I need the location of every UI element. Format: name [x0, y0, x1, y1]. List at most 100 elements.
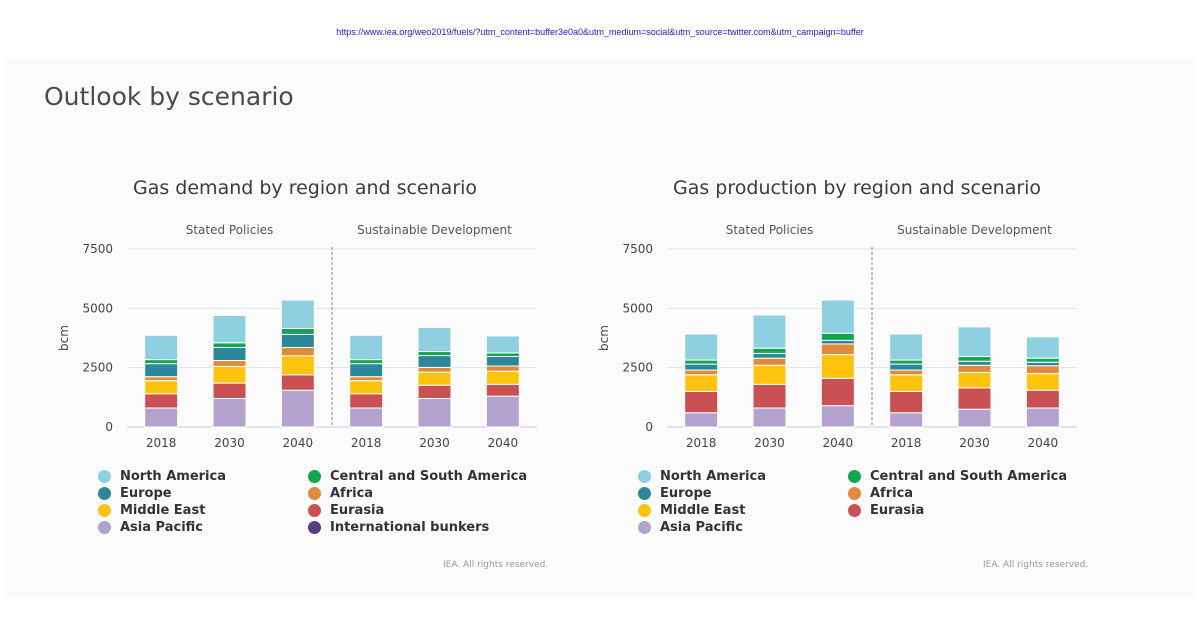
x-tick-label: 2040 [488, 436, 519, 450]
gas-demand-chart: Gas demand by region and scenario 0 2500 5… [40, 160, 580, 580]
page-title: Outlook by scenario [44, 82, 294, 111]
legend-item-africa[interactable]: Africa [308, 485, 373, 502]
legend-item-middle-east[interactable]: Middle East [638, 502, 745, 519]
legend-item-north-america[interactable]: North America [638, 468, 766, 485]
legend-swatch [638, 470, 651, 483]
bar-segment-europe [144, 363, 179, 378]
bar-segment-middle-east [280, 355, 315, 376]
legend-item-eurasia[interactable]: Eurasia [308, 502, 384, 519]
bar-segment-north-america [820, 299, 855, 334]
bar-segment-north-america [752, 314, 787, 349]
bar-segment-middle-east [889, 374, 924, 392]
chart-title: Gas demand by region and scenario [133, 177, 478, 199]
legend-item-north-america[interactable]: North America [98, 468, 226, 485]
bar-segment-africa [212, 360, 247, 367]
bar-segment-international-bunkers [485, 334, 520, 337]
x-tick-label: 2018 [891, 436, 922, 450]
x-tick-label: 2018 [146, 436, 177, 450]
chart-credit: IEA. All rights reserved. [443, 560, 549, 570]
bar-segment-eurasia [349, 393, 384, 409]
bar-segment-eurasia [820, 377, 855, 407]
bar-segment-middle-east [820, 354, 855, 379]
y-tick-label: 2500 [82, 361, 113, 375]
bar-segment-eurasia [417, 384, 452, 400]
bar-segment-eurasia [752, 383, 787, 409]
y-tick-label: 7500 [82, 242, 113, 256]
bar-segment-eurasia [1025, 389, 1060, 409]
bar-segment-asia-pacific [957, 408, 992, 428]
bar-segment-africa [889, 369, 924, 376]
bar-segment-north-america [889, 333, 924, 361]
legend-item-europe[interactable]: Europe [638, 485, 712, 502]
bar-segment-asia-pacific [417, 398, 452, 428]
bar-segment-asia-pacific [752, 407, 787, 428]
bar-segment-eurasia [280, 374, 315, 391]
bar-segment-central-and-south-america [1025, 357, 1060, 363]
bar-segment-central-and-south-america [280, 328, 315, 335]
bar-segment-europe [212, 346, 247, 362]
legend-item-central-and-south-america[interactable]: Central and South America [308, 468, 527, 485]
legend-item-eurasia[interactable]: Eurasia [848, 502, 924, 519]
bar-segment-middle-east [485, 370, 520, 385]
bar-segment-africa [280, 346, 315, 357]
bar-segment-europe [349, 363, 384, 378]
legend-item-asia-pacific[interactable]: Asia Pacific [98, 519, 203, 536]
legend-label: Middle East [660, 503, 746, 518]
legend-item-international-bunkers[interactable]: International bunkers [308, 519, 489, 536]
legend-swatch [98, 521, 111, 534]
bar-segment-africa [820, 343, 855, 356]
legend-label: Eurasia [870, 503, 925, 518]
legend-item-africa[interactable]: Africa [848, 485, 913, 502]
legend-label: Central and South America [330, 469, 528, 484]
y-tick-label: 5000 [82, 301, 113, 315]
bar-segment-central-and-south-america [212, 342, 247, 348]
bar-segment-africa [485, 365, 520, 372]
bar-segment-central-and-south-america [417, 351, 452, 357]
bar-segment-europe [485, 356, 520, 367]
y-tick-label: 0 [645, 420, 653, 434]
scenario-label: Sustainable Development [357, 223, 512, 237]
bar-segment-middle-east [684, 374, 719, 392]
legend-label: International bunkers [330, 520, 490, 535]
legend-swatch [848, 470, 861, 483]
bar-segment-africa [957, 364, 992, 373]
legend-label: Africa [330, 486, 374, 501]
y-axis-label: bcm [57, 325, 71, 351]
chart-plot: 0 2500 5000 7500 bcm Stated Policies Sustainab… [57, 223, 537, 450]
chart-legend: North America Central and South America Eu… [98, 468, 538, 548]
bar-segment-eurasia [212, 382, 247, 400]
bar-segment-europe [684, 363, 719, 371]
x-tick-label: 2030 [959, 436, 990, 450]
legend-item-middle-east[interactable]: Middle East [98, 502, 205, 519]
y-tick-label: 5000 [622, 301, 653, 315]
bar-segment-central-and-south-america [684, 359, 719, 365]
gas-production-chart: Gas production by region and scenario 0 2… [580, 160, 1120, 580]
bar-segment-middle-east [417, 371, 452, 386]
bar-segment-international-bunkers [280, 298, 315, 301]
legend-item-central-and-south-america[interactable]: Central and South America [848, 468, 1067, 485]
bar-segment-asia-pacific [1025, 407, 1060, 428]
legend-label: Europe [660, 486, 712, 501]
bar-segment-north-america [417, 326, 452, 353]
bar-segment-africa [349, 376, 384, 382]
bar-segment-eurasia [889, 390, 924, 414]
legend-swatch [98, 487, 111, 500]
legend-label: Africa [870, 486, 914, 501]
legend-label: North America [660, 469, 766, 484]
source-url[interactable]: https://www.iea.org/weo2019/fuels/?utm_c… [336, 27, 864, 37]
bar-segment-asia-pacific [485, 395, 520, 428]
bar-segment-north-america [212, 314, 247, 344]
x-tick-label: 2040 [823, 436, 854, 450]
legend-swatch [848, 487, 861, 500]
bar-segment-asia-pacific [144, 407, 179, 428]
legend-swatch [848, 504, 861, 517]
bar-segment-north-america [349, 334, 384, 361]
bar-segment-middle-east [144, 380, 179, 395]
legend-item-europe[interactable]: Europe [98, 485, 172, 502]
legend-label: Asia Pacific [120, 520, 204, 535]
bar-segment-asia-pacific [349, 407, 384, 428]
x-tick-label: 2030 [419, 436, 450, 450]
bar-segment-europe [957, 360, 992, 366]
bar-segment-asia-pacific [820, 405, 855, 428]
legend-item-asia-pacific[interactable]: Asia Pacific [638, 519, 743, 536]
